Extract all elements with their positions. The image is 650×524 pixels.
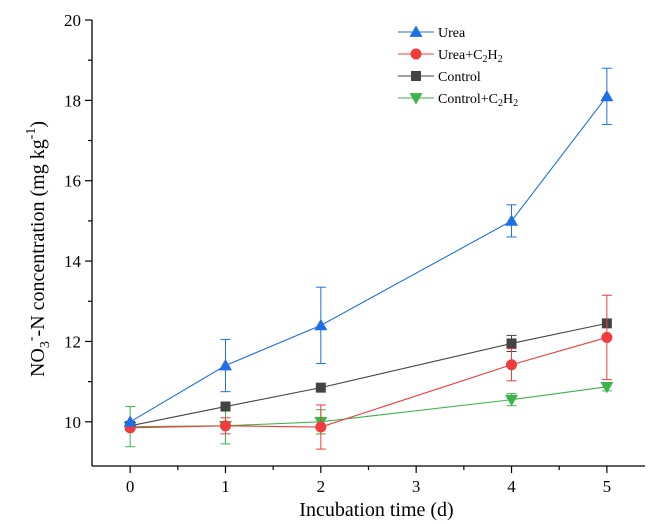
series-2 — [125, 318, 612, 431]
y-title-base: NO — [27, 348, 49, 377]
y-title-end: ) — [27, 121, 49, 128]
data-point-3-3 — [505, 394, 519, 407]
data-point-2-1 — [220, 401, 231, 412]
legend-label-1: Urea+C2H2 — [438, 48, 503, 65]
data-point-1-3 — [506, 359, 518, 371]
data-point-1-2 — [315, 421, 327, 433]
y-axis-title: NO3--N concentration (mg kg-1) — [24, 121, 53, 377]
legend-text-part: H — [487, 48, 497, 63]
legend-label-2: Control — [438, 70, 481, 85]
legend-item-1: Urea+C2H2 — [398, 48, 503, 65]
legend-item-3: Control+C2H2 — [398, 92, 518, 109]
y-title-exp: -1 — [24, 128, 39, 140]
legend-label-3: Control+C2H2 — [438, 92, 518, 109]
legend-text-part: 2 — [498, 54, 503, 65]
series-line-0 — [129, 96, 608, 423]
series-line-3 — [130, 386, 607, 428]
legend-item-2: Control — [398, 70, 481, 85]
legend-text-part: 2 — [513, 98, 518, 109]
data-point-0-3 — [505, 214, 519, 226]
y-title-mid: -N concentration (mg kg — [27, 139, 49, 336]
data-point-0-0 — [123, 415, 137, 427]
legend-text-part: 2 — [482, 54, 487, 65]
y-title-sup: - — [24, 336, 39, 341]
legend-text-part: H — [503, 92, 513, 107]
data-point-1-4 — [601, 331, 613, 343]
x-tick-label-2: 2 — [317, 477, 326, 496]
x-tick-label-0: 0 — [126, 477, 135, 496]
y-title-sub: 3 — [38, 341, 53, 348]
series-line-1 — [130, 336, 608, 429]
x-tick-label-3: 3 — [412, 477, 421, 496]
series-3 — [123, 381, 614, 448]
series-1 — [124, 294, 613, 450]
legend-marker — [411, 71, 421, 81]
data-point-3-4 — [600, 381, 614, 394]
legend-label-0: Urea — [438, 26, 466, 41]
data-point-0-2 — [314, 318, 328, 331]
y-tick-label-12: 12 — [64, 332, 81, 351]
legend-marker — [409, 25, 423, 37]
x-tick-label-1: 1 — [221, 477, 230, 496]
y-tick-label-14: 14 — [64, 252, 82, 271]
y-tick-label-20: 20 — [64, 11, 81, 30]
legend-text-part: Urea+C — [438, 48, 482, 63]
legend-text-part: Control — [438, 70, 481, 85]
data-point-2-2 — [315, 382, 326, 393]
legend-item-0: Urea — [398, 25, 466, 41]
y-tick-label-18: 18 — [64, 91, 81, 110]
y-tick-label-16: 16 — [64, 172, 81, 191]
x-tick-label-4: 4 — [507, 477, 516, 496]
data-point-1-1 — [219, 420, 231, 432]
series-0 — [123, 67, 614, 427]
legend-text-part: Control+C — [438, 92, 498, 107]
legend-marker — [409, 93, 423, 105]
data-point-2-3 — [506, 338, 517, 349]
legend-text-part: Urea — [438, 26, 466, 41]
x-tick-label-5: 5 — [603, 477, 612, 496]
y-tick-label-10: 10 — [64, 413, 81, 432]
data-point-0-1 — [218, 359, 232, 371]
legend-marker — [410, 48, 422, 60]
series-line-2 — [130, 322, 607, 427]
x-axis-title: Incubation time (d) — [299, 499, 453, 521]
data-point-0-4 — [600, 89, 614, 102]
legend-text-part: 2 — [498, 98, 503, 109]
